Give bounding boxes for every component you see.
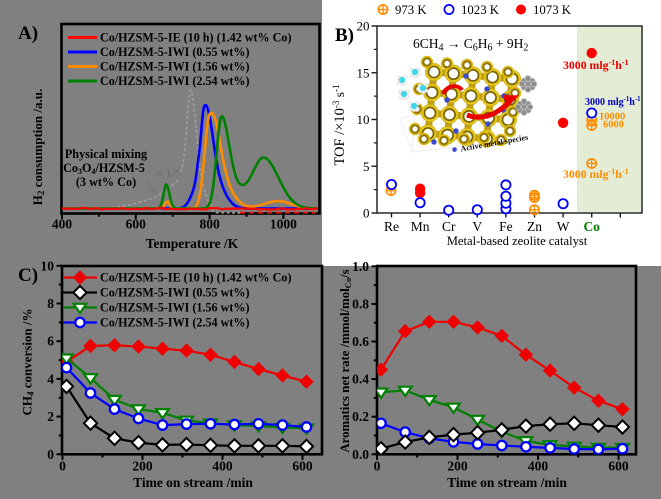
svg-text:Cr: Cr — [442, 219, 456, 234]
svg-text:Time on stream /min: Time on stream /min — [133, 475, 253, 490]
svg-text:0.2: 0.2 — [352, 409, 369, 424]
svg-text:6: 6 — [47, 334, 54, 349]
svg-text:5: 5 — [363, 159, 370, 174]
svg-text:2: 2 — [47, 409, 54, 424]
svg-text:200: 200 — [132, 458, 153, 473]
svg-text:0: 0 — [374, 458, 381, 473]
svg-text:B): B) — [335, 25, 354, 46]
svg-text:3000 mlg-1h-1: 3000 mlg-1h-1 — [563, 58, 628, 72]
svg-text:Physical mixing: Physical mixing — [65, 147, 147, 161]
svg-text:Co/HZSM-5-IWI (1.56 wt%): Co/HZSM-5-IWI (1.56 wt%) — [100, 60, 249, 74]
svg-text:Re: Re — [384, 219, 399, 234]
svg-text:× 1/5: × 1/5 — [156, 166, 181, 180]
svg-text:600: 600 — [608, 458, 629, 473]
svg-text:Co/HZSM-5-IWI (2.54 wt%): Co/HZSM-5-IWI (2.54 wt%) — [100, 74, 249, 88]
svg-text:0.6: 0.6 — [352, 334, 369, 349]
svg-text:10: 10 — [357, 112, 370, 127]
svg-text:Metal-based zeolite catalyst: Metal-based zeolite catalyst — [447, 234, 588, 248]
svg-text:3000 mlg-1h-1: 3000 mlg-1h-1 — [563, 167, 628, 181]
svg-text:Co3O4/HZSM-5: Co3O4/HZSM-5 — [63, 161, 145, 176]
svg-text:Co/HZSM-5-IE (10 h) (1.42 wt%: Co/HZSM-5-IE (10 h) (1.42 wt% Co) — [100, 271, 291, 285]
svg-text:0: 0 — [59, 458, 66, 473]
svg-text:CH4 conversion /%: CH4 conversion /% — [20, 308, 36, 415]
svg-text:400: 400 — [528, 458, 549, 473]
svg-text:TOF /×10-3 s-1: TOF /×10-3 s-1 — [331, 84, 348, 165]
svg-text:1073 K: 1073 K — [533, 3, 572, 17]
svg-text:6000: 6000 — [603, 120, 624, 131]
svg-text:0.8: 0.8 — [352, 296, 369, 311]
svg-text:400: 400 — [52, 217, 73, 232]
svg-text:Zn: Zn — [527, 219, 542, 234]
svg-text:1023 K: 1023 K — [461, 3, 500, 17]
svg-text:Fe: Fe — [499, 219, 513, 234]
svg-text:1000: 1000 — [270, 217, 297, 232]
svg-text:H2 consumption /a.u.: H2 consumption /a.u. — [30, 89, 46, 206]
svg-text:C): C) — [18, 265, 38, 286]
svg-text:800: 800 — [199, 217, 220, 232]
svg-text:0.4: 0.4 — [352, 372, 369, 387]
svg-text:10000: 10000 — [599, 112, 625, 123]
svg-text:0: 0 — [47, 447, 54, 462]
svg-text:(3 wt% Co): (3 wt% Co) — [76, 175, 136, 189]
svg-text:973 K: 973 K — [395, 3, 427, 17]
svg-text:Co/HZSM-5-IE (10 h) (1.42 wt%: Co/HZSM-5-IE (10 h) (1.42 wt% Co) — [100, 31, 291, 45]
svg-text:Co: Co — [583, 219, 600, 234]
svg-text:Time on stream /min: Time on stream /min — [447, 475, 567, 490]
svg-text:15: 15 — [357, 65, 370, 80]
svg-text:8: 8 — [47, 296, 54, 311]
svg-text:A): A) — [18, 23, 38, 44]
svg-text:Temperature /K: Temperature /K — [146, 236, 239, 251]
svg-text:Co/HZSM-5-IWI (0.55 wt%): Co/HZSM-5-IWI (0.55 wt%) — [100, 45, 249, 59]
svg-text:0: 0 — [363, 206, 370, 221]
svg-text:400: 400 — [212, 458, 233, 473]
svg-text:Mn: Mn — [411, 219, 430, 234]
svg-text:600: 600 — [126, 217, 147, 232]
svg-text:Aromatics net rate /mmol/molCo: Aromatics net rate /mmol/molCo/s — [338, 269, 353, 452]
svg-text:V: V — [472, 219, 482, 234]
svg-text:200: 200 — [447, 458, 468, 473]
svg-text:Co/HZSM-5-IWI (0.55 wt%): Co/HZSM-5-IWI (0.55 wt%) — [100, 286, 249, 300]
svg-text:10: 10 — [41, 258, 55, 273]
svg-text:W: W — [557, 219, 570, 234]
svg-text:Co/HZSM-5-IWI (1.56 wt%): Co/HZSM-5-IWI (1.56 wt%) — [100, 301, 249, 315]
svg-text:4: 4 — [47, 371, 54, 386]
svg-text:3000 mlg-1h-1: 3000 mlg-1h-1 — [585, 96, 641, 108]
svg-text:20: 20 — [357, 19, 370, 34]
svg-text:Co/HZSM-5-IWI (2.54 wt%): Co/HZSM-5-IWI (2.54 wt%) — [100, 316, 249, 330]
svg-text:6CH4 → C6H6 + 9H2: 6CH4 → C6H6 + 9H2 — [413, 36, 528, 54]
svg-text:1.0: 1.0 — [352, 259, 369, 274]
svg-text:0.0: 0.0 — [352, 447, 369, 462]
svg-text:600: 600 — [292, 458, 313, 473]
